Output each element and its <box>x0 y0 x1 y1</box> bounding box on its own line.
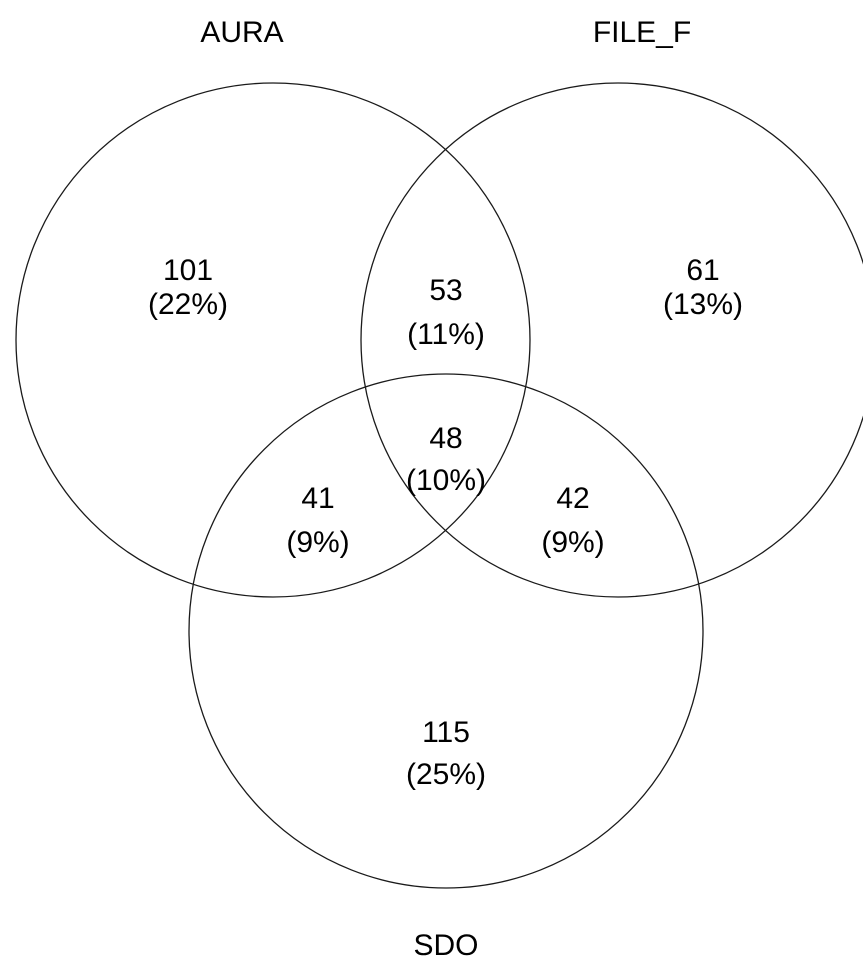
region-aura-file-f: 53 (11%) <box>407 274 485 351</box>
region-percent: (9%) <box>541 526 604 559</box>
region-percent: (10%) <box>406 464 486 497</box>
region-count: 41 <box>301 482 334 515</box>
region-percent: (25%) <box>406 758 486 791</box>
region-aura-sdo: 41 (9%) <box>286 482 349 559</box>
region-percent: (13%) <box>663 288 743 321</box>
file-f-label: FILE_F <box>593 16 691 49</box>
region-count: 61 <box>686 254 719 287</box>
region-all-three: 48 (10%) <box>406 422 486 497</box>
file-f-circle <box>360 82 863 598</box>
region-sdo-only: 115 (25%) <box>406 716 486 791</box>
region-count: 53 <box>429 274 462 307</box>
region-file-f-sdo: 42 (9%) <box>541 482 604 559</box>
region-percent: (22%) <box>148 288 228 321</box>
region-count: 115 <box>422 716 470 749</box>
region-aura-only: 101 (22%) <box>148 254 228 321</box>
aura-label: AURA <box>200 16 283 49</box>
region-count: 48 <box>429 422 462 455</box>
sdo-label: SDO <box>413 929 478 962</box>
aura-circle <box>15 82 531 598</box>
region-file-f-only: 61 (13%) <box>663 254 743 321</box>
region-percent: (9%) <box>286 526 349 559</box>
region-count: 42 <box>556 482 589 515</box>
sdo-circle <box>188 373 704 889</box>
region-percent: (11%) <box>407 318 485 351</box>
region-count: 101 <box>163 254 213 287</box>
